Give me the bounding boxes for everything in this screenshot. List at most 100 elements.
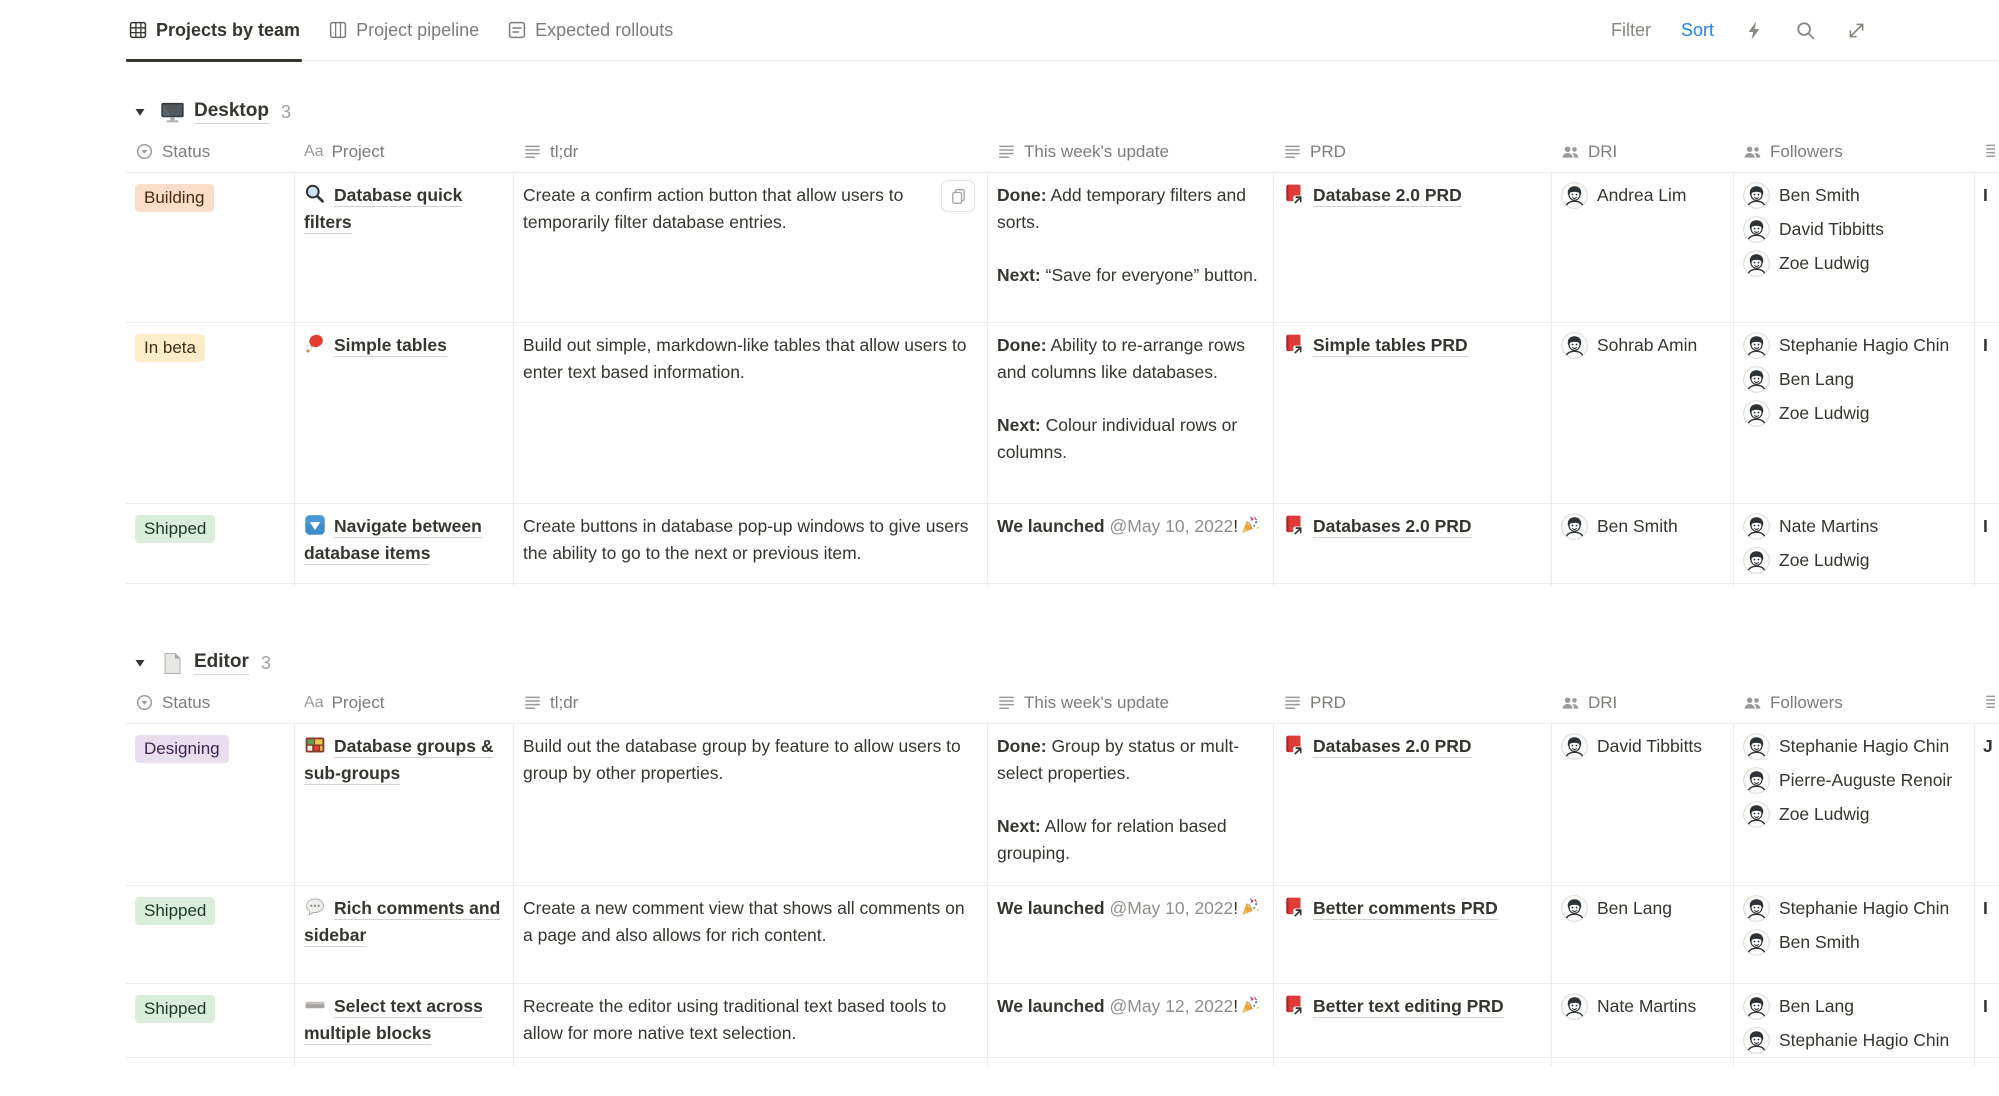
project-link[interactable]: Database groups & sub-groups xyxy=(304,736,494,785)
project-link[interactable]: Simple tables xyxy=(334,335,447,357)
follower-person[interactable]: Zoe Ludwig xyxy=(1743,797,1964,831)
collapse-toggle-icon[interactable] xyxy=(134,657,146,669)
follower-person[interactable]: Stephanie Hagio Chin xyxy=(1743,729,1964,763)
cutoff-cell: I xyxy=(1975,173,1999,322)
prd-link[interactable]: Database 2.0 PRD xyxy=(1313,185,1462,207)
follower-person[interactable]: Zoe Ludwig xyxy=(1743,543,1964,577)
party-popper-icon xyxy=(1240,897,1260,917)
follower-person[interactable]: Zoe Ludwig xyxy=(1743,396,1964,430)
follower-person[interactable]: Zoe Ludwig xyxy=(1743,246,1964,280)
column-header-followers[interactable]: Followers xyxy=(1734,142,1975,162)
follower-person[interactable]: Stephanie Hagio Chin xyxy=(1743,328,1964,362)
copy-button[interactable] xyxy=(941,180,975,212)
column-header-this-week-s-update[interactable]: This week's update xyxy=(988,142,1274,162)
follower-person[interactable]: Ben Lang xyxy=(1743,362,1964,396)
column-header-followers[interactable]: Followers xyxy=(1734,693,1975,713)
column-header-status[interactable]: Status xyxy=(126,693,295,713)
prd-page-link-icon xyxy=(1283,994,1305,1016)
dri-person[interactable]: Ben Smith xyxy=(1561,509,1723,543)
group-title[interactable]: Desktop xyxy=(194,100,269,124)
collapse-toggle-icon[interactable] xyxy=(134,106,146,118)
status-badge[interactable]: Shipped xyxy=(135,897,216,925)
follower-name: Pierre-Auguste Renoir xyxy=(1779,769,1953,790)
table-row[interactable]: Designing Database groups & sub-groups Bui… xyxy=(126,724,1999,886)
column-label: DRI xyxy=(1588,692,1618,712)
tldr-cell: Build out the database group by feature … xyxy=(514,724,988,885)
filter-button[interactable]: Filter xyxy=(1610,20,1651,40)
prd-link[interactable]: Better text editing PRD xyxy=(1313,996,1504,1018)
table-row[interactable]: Shipped Navigate between database items Cr… xyxy=(126,504,1999,586)
follower-person[interactable]: Stephanie Hagio Chin xyxy=(1743,1023,1964,1057)
column-header-this-week-s-update[interactable]: This week's update xyxy=(988,693,1274,713)
prd-link[interactable]: Databases 2.0 PRD xyxy=(1313,736,1472,758)
prd-link[interactable]: Databases 2.0 PRD xyxy=(1313,516,1472,538)
tab-expected-rollouts[interactable]: Expected rollouts xyxy=(505,0,675,60)
sort-button[interactable]: Sort xyxy=(1680,20,1714,40)
follower-person[interactable]: Ben Lang xyxy=(1743,989,1964,1023)
column-header-prd[interactable]: PRD xyxy=(1274,693,1552,713)
expand-icon[interactable] xyxy=(1846,20,1867,41)
weekly-update-cell: Done: Group by status or mult-select pro… xyxy=(988,724,1274,885)
followers-cell: Stephanie Hagio Chin Ben Lang Zoe Ludwig xyxy=(1734,323,1975,503)
column-header-status[interactable]: Status xyxy=(126,142,295,162)
status-badge[interactable]: Building xyxy=(135,184,214,212)
tab-projects-by-team[interactable]: Projects by team xyxy=(126,0,303,62)
follower-person[interactable]: Pierre-Auguste Renoir xyxy=(1743,763,1964,797)
follower-person[interactable]: Nate Martins xyxy=(1743,509,1964,543)
status-badge[interactable]: Shipped xyxy=(135,515,216,543)
update-paragraph: Next: Colour individual rows or columns. xyxy=(997,415,1238,462)
bolt-icon[interactable] xyxy=(1744,20,1765,41)
table-row[interactable]: Building Database quick filters Create a c… xyxy=(126,173,1999,323)
dri-person[interactable]: Andrea Lim xyxy=(1561,178,1723,212)
project-link[interactable]: Database quick filters xyxy=(304,185,463,234)
board-view-icon xyxy=(328,20,348,40)
date-mention[interactable]: @May 10, 2022 xyxy=(1104,516,1234,536)
follower-person[interactable]: Ben Smith xyxy=(1743,178,1964,212)
prd-link[interactable]: Simple tables PRD xyxy=(1313,335,1468,357)
follower-person[interactable]: David Tibbitts xyxy=(1743,212,1964,246)
status-icon xyxy=(135,693,154,712)
dri-person[interactable]: David Tibbitts xyxy=(1561,729,1723,763)
project-link[interactable]: Navigate between database items xyxy=(304,516,482,565)
prd-page-link-icon xyxy=(1283,333,1305,355)
prd-page-link-icon xyxy=(1283,734,1305,756)
column-header-project[interactable]: Aa Project xyxy=(295,142,514,162)
project-link[interactable]: Rich comments and sidebar xyxy=(304,898,501,947)
status-badge[interactable]: Shipped xyxy=(135,995,216,1023)
column-header-dri[interactable]: DRI xyxy=(1552,142,1734,162)
follower-name: Ben Smith xyxy=(1779,931,1860,952)
follower-person[interactable]: Stephanie Hagio Chin xyxy=(1743,891,1964,925)
date-mention[interactable]: @May 12, 2022 xyxy=(1104,996,1234,1016)
dri-person[interactable]: Ben Lang xyxy=(1561,891,1723,925)
cutoff-cell: J xyxy=(1975,724,1999,885)
column-header-tl-dr[interactable]: tl;dr xyxy=(514,693,988,713)
cutoff-text-fragment: J xyxy=(1983,736,1993,756)
column-header-row: Status Aa Project tl;dr This week's update PR… xyxy=(126,131,1999,173)
status-cell: Building xyxy=(126,173,295,322)
date-mention[interactable]: @May 10, 2022 xyxy=(1104,898,1234,918)
dri-person[interactable]: Nate Martins xyxy=(1561,989,1723,1023)
group-title[interactable]: Editor xyxy=(194,651,249,675)
column-header-project[interactable]: Aa Project xyxy=(295,693,514,713)
prd-cell: Databases 2.0 PRD xyxy=(1274,724,1552,885)
column-header-tl-dr[interactable]: tl;dr xyxy=(514,142,988,162)
table-row[interactable]: Shipped Select text across multiple block… xyxy=(126,984,1999,1066)
prd-link[interactable]: Better comments PRD xyxy=(1313,898,1498,920)
follower-person[interactable]: Ben Smith xyxy=(1743,925,1964,959)
column-label: Project xyxy=(331,692,385,712)
dri-person[interactable]: Sohrab Amin xyxy=(1561,328,1723,362)
status-badge[interactable]: In beta xyxy=(135,334,205,362)
project-link[interactable]: Select text across multiple blocks xyxy=(304,996,483,1045)
table-row[interactable]: In beta Simple tables Build out simple, ma… xyxy=(126,323,1999,504)
avatar xyxy=(1743,800,1770,828)
status-badge[interactable]: Designing xyxy=(135,735,229,763)
prd-cell: Databases 2.0 PRD xyxy=(1274,504,1552,586)
avatar xyxy=(1743,365,1770,393)
table-row[interactable]: Shipped Rich comments and sidebar Create a… xyxy=(126,886,1999,984)
column-header-dri[interactable]: DRI xyxy=(1552,693,1734,713)
update-paragraph: Done: Group by status or mult-select pro… xyxy=(997,736,1240,783)
tab-project-pipeline[interactable]: Project pipeline xyxy=(326,0,481,60)
column-header-prd[interactable]: PRD xyxy=(1274,142,1552,162)
dri-cell: Nate Martins xyxy=(1552,984,1734,1066)
search-icon[interactable] xyxy=(1795,20,1816,41)
